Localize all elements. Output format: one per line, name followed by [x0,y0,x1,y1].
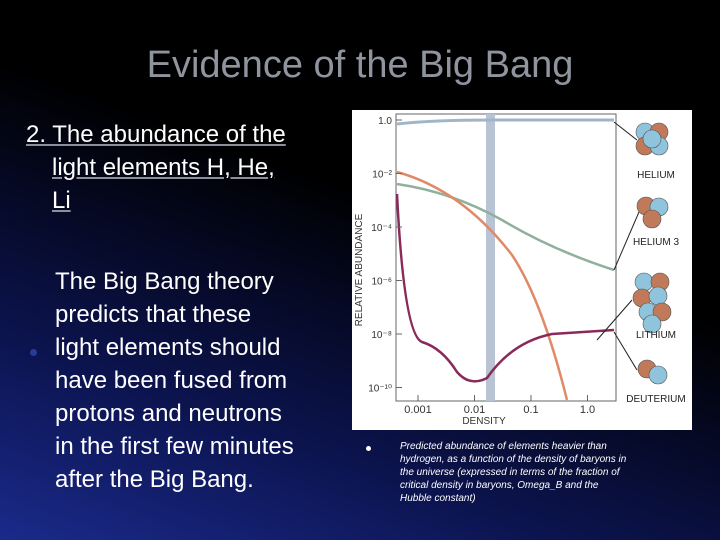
bullet-line: light elements should [55,334,281,361]
heading-line: light elements H, He, [52,154,275,181]
pointer-lines [596,121,643,371]
caption-line: the universe (expressed in terms of the … [400,467,620,478]
nucleon [634,272,654,292]
slide-title: Evidence of the Big Bang [146,44,574,86]
density-band [486,114,495,401]
element-label: DEUTERIUM [626,394,685,405]
bullet-line: have been fused from [55,367,288,394]
element-label: LITHIUM [636,330,676,341]
helium-curve [396,118,614,126]
bullet-line: in the first few minutes [55,433,294,460]
y-axis-label: RELATIVE ABUNDANCE [354,213,365,326]
element-label: HELIUM 3 [633,237,680,248]
caption-line: Predicted abundance of elements heavier … [400,441,607,452]
caption-line: critical density in baryons, Omega_B and… [400,480,599,491]
nucleon [642,314,662,334]
nucleon [652,302,672,322]
helium3-curve [396,182,615,272]
x-tick-label: 0.1 [523,404,538,416]
bullet-dot [30,349,37,356]
bullet-line: predicts that these [55,301,252,328]
caption-dot [366,446,371,451]
x-tick-label: 0.01 [464,404,485,416]
nucleon [642,209,662,229]
atom-icons [632,122,672,385]
y-tick-label: 10⁻⁴ [371,223,392,234]
y-tick-label: 10⁻⁶ [371,277,392,288]
deuterium-curve [395,193,615,383]
heading-line: Li [52,187,71,214]
lithium-curve [396,170,569,401]
nucleon [642,129,662,149]
heading-line: 2. The abundance of the [26,121,286,148]
x-axis-label: DENSITY [462,416,506,427]
y-tick-label: 10⁻¹⁰ [368,384,392,395]
bullet-line: The Big Bang theory [55,268,274,295]
caption-line: hydrogen, as a function of the density o… [400,454,627,465]
x-tick-label: 0.001 [404,404,432,416]
y-tick-label: 10⁻⁸ [371,330,392,341]
figure: 1.0 10⁻² 10⁻⁴ 10⁻⁶ 10⁻⁸ 10⁻¹⁰ 0.001 0.01 0.1 1.0 D… [352,110,692,430]
bullet-line: after the Big Bang. [55,466,254,493]
x-tick-label: 1.0 [580,404,595,416]
nucleon [648,286,668,306]
nucleon [648,365,668,385]
plot-frame [395,113,617,402]
bullet-line: protons and neutrons [55,400,282,427]
element-label: HELIUM [637,170,675,181]
y-tick-label: 1.0 [378,116,392,127]
caption-line: Hubble constant) [400,493,476,504]
y-tick-label: 10⁻² [372,170,392,181]
